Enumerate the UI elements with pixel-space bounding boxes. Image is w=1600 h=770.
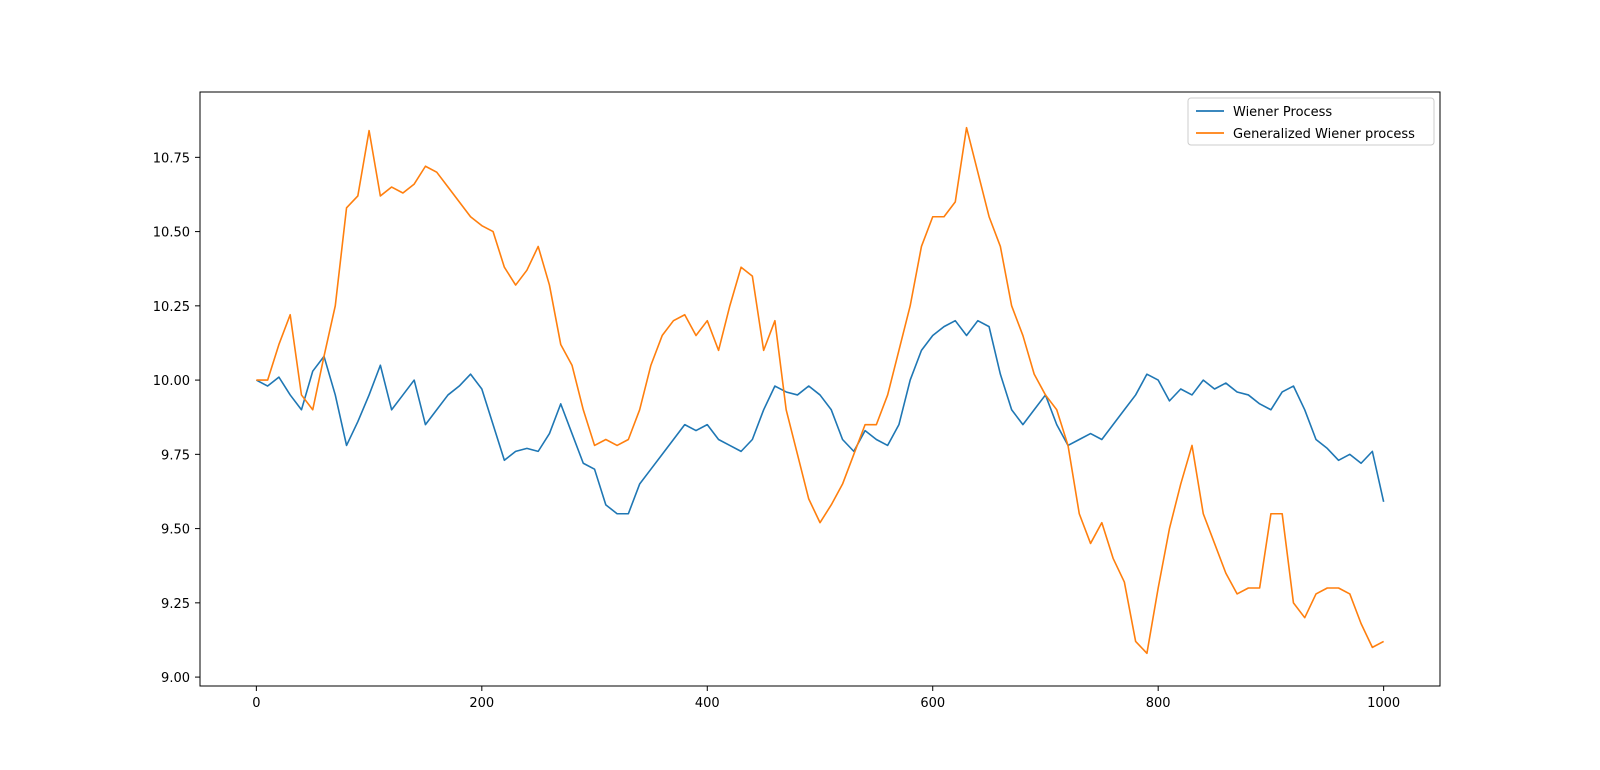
series-line-1 (256, 126, 1385, 655)
y-tick-label: 9.75 (161, 448, 190, 463)
y-tick-label: 10.00 (153, 374, 190, 389)
series-lines (255, 126, 1385, 655)
x-tick-label: 600 (920, 696, 945, 711)
series-line-0 (255, 319, 1385, 515)
plot-area-frame (199, 91, 1441, 687)
x-tick-label: 200 (469, 696, 494, 711)
y-tick-label: 10.25 (153, 300, 190, 315)
x-tick-label: 400 (695, 696, 720, 711)
y-tick-label: 9.00 (161, 671, 190, 686)
x-tick-label: 1000 (1367, 696, 1400, 711)
x-tick-label: 800 (1146, 696, 1171, 711)
legend: Wiener Process Generalized Wiener process (1187, 97, 1435, 146)
y-tick-label: 10.75 (153, 151, 190, 166)
y-tick-label: 10.50 (153, 226, 190, 241)
x-axis: 0 200 400 600 800 1000 (252, 686, 1400, 711)
y-tick-label: 9.50 (161, 523, 190, 538)
x-tick-label: 0 (252, 696, 260, 711)
legend-label-0: Wiener Process (1233, 105, 1332, 120)
y-tick-label: 9.25 (161, 597, 190, 612)
legend-box (1187, 97, 1435, 146)
legend-label-1: Generalized Wiener process (1233, 127, 1415, 142)
y-axis: 9.00 9.25 9.50 9.75 10.00 10.25 10.50 10.75 (153, 151, 200, 686)
